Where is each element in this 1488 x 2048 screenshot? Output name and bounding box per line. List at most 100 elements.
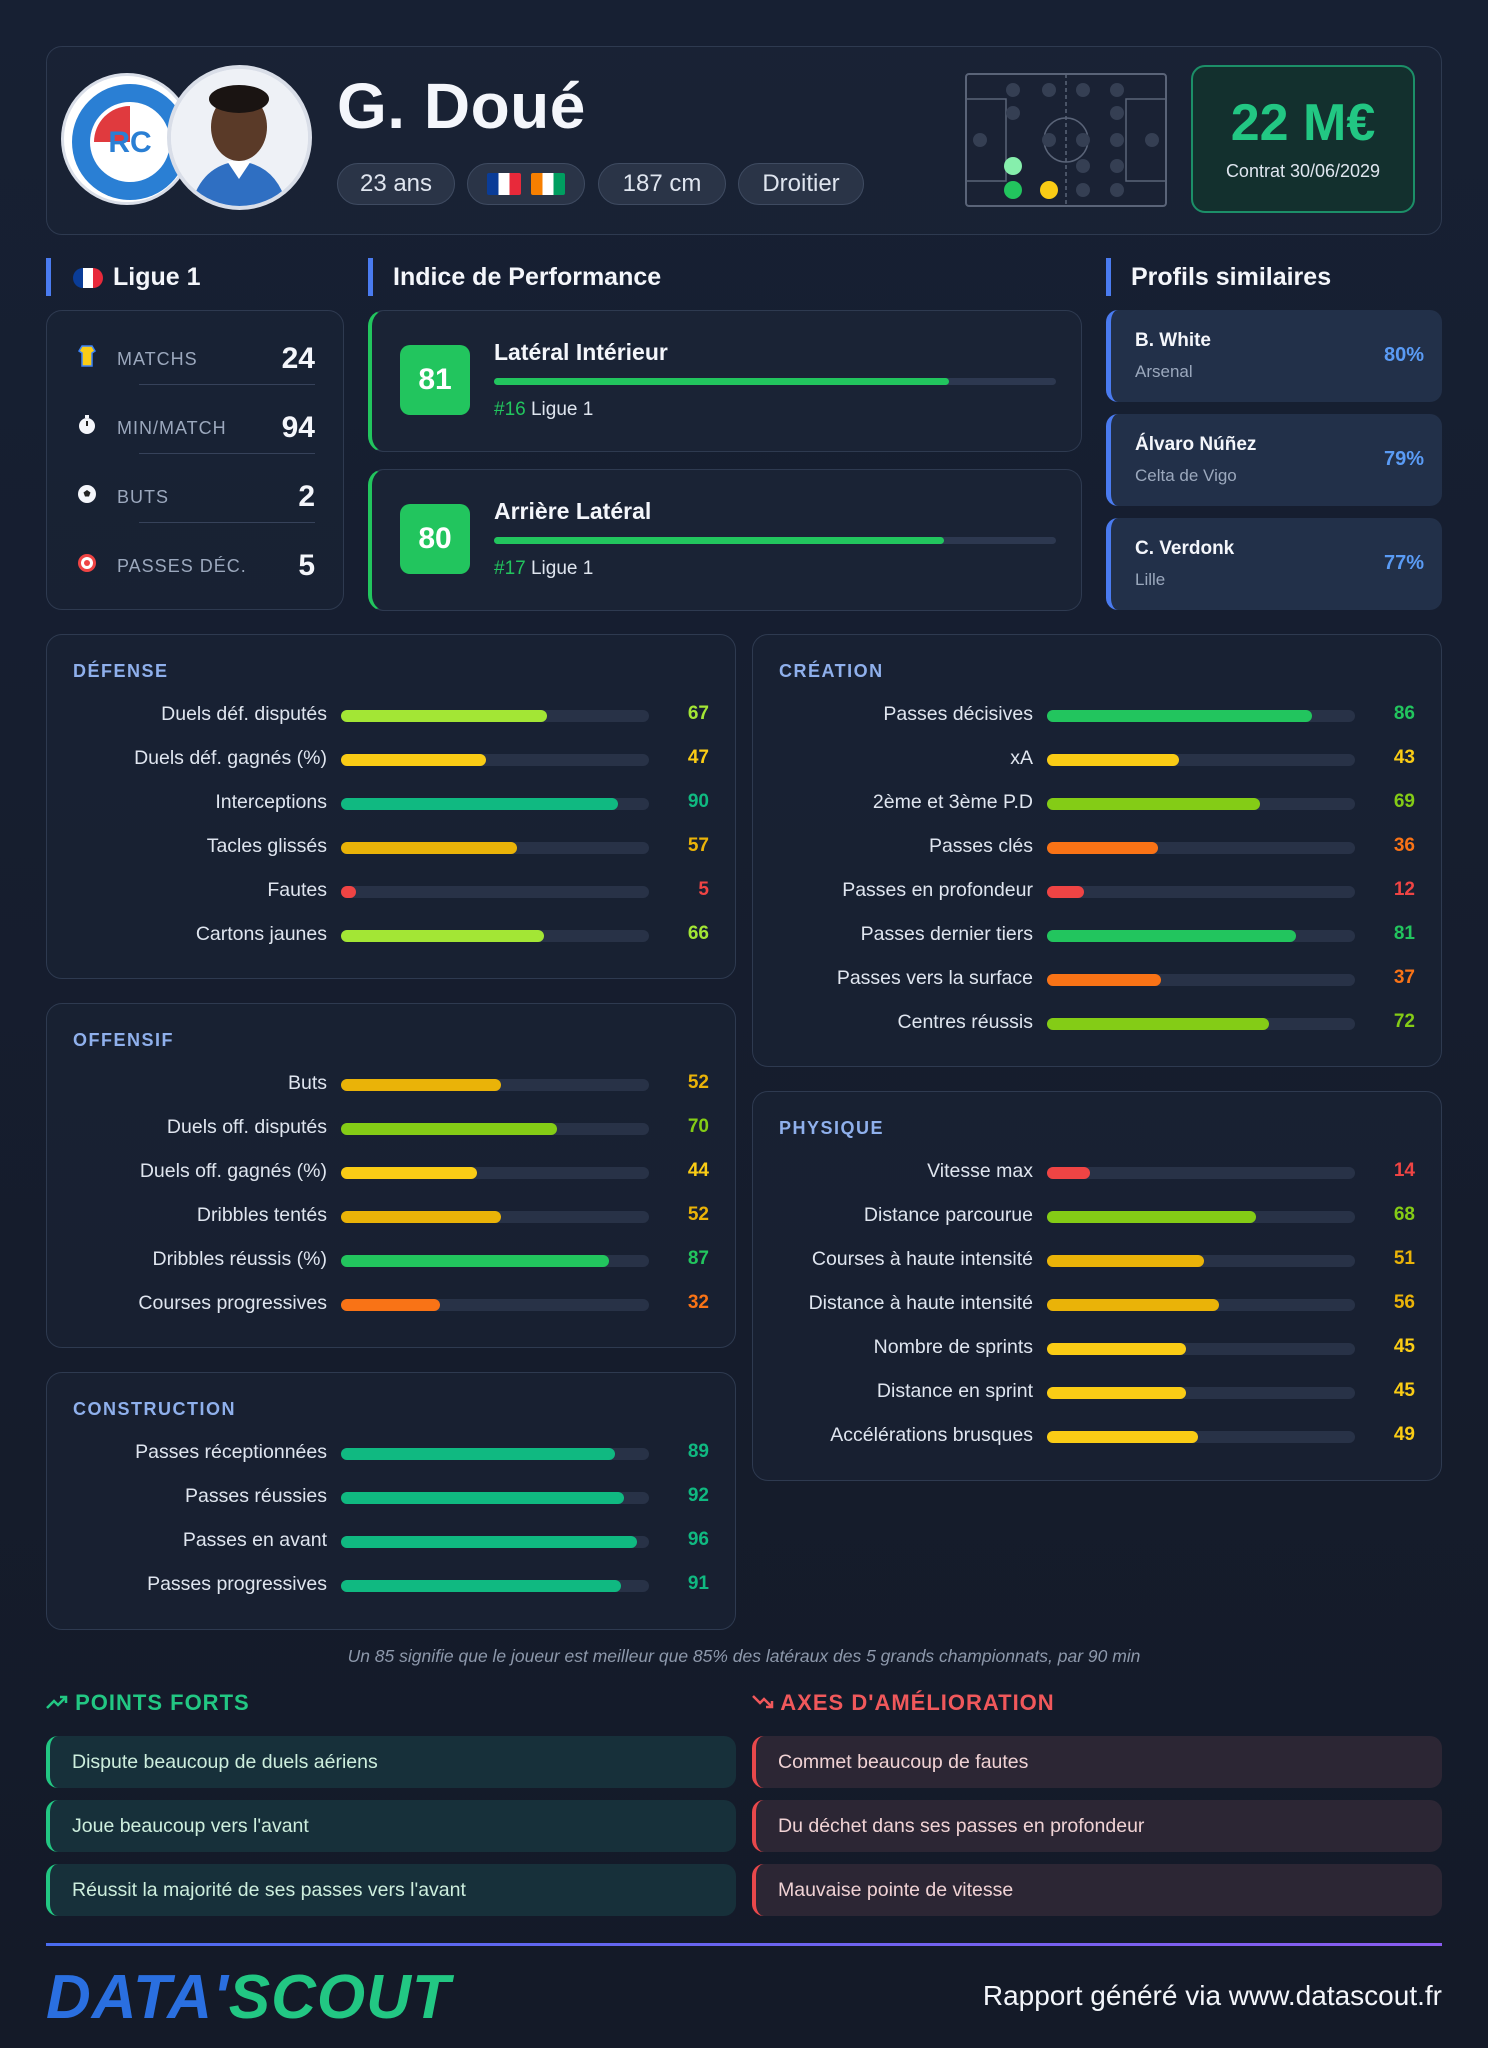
metric-label: Passes réussies: [185, 1485, 327, 1507]
metric-bar-fill: [1047, 798, 1260, 810]
metric-row: Passes décisives 86: [753, 700, 1441, 730]
divider: [139, 453, 315, 454]
metric-row: Passes vers la surface 37: [753, 964, 1441, 994]
metric-bar-track: [1047, 1018, 1355, 1030]
metric-bar-track: [341, 1255, 649, 1267]
metric-value: 69: [1393, 791, 1415, 812]
similar-player-card[interactable]: B. White Arsenal 80%: [1106, 310, 1442, 402]
creation-panel: CRÉATION Passes décisives 86 xA 43 2ème et 3…: [752, 634, 1442, 1067]
metric-row: Accélérations brusques 49: [753, 1421, 1441, 1451]
contract-end: Contrat 30/06/2029: [1225, 161, 1381, 181]
performance-bar: [494, 378, 1056, 385]
weakness-item: Mauvaise pointe de vitesse: [752, 1864, 1442, 1916]
metric-bar-track: [1047, 1387, 1355, 1399]
defense-panel: DÉFENSE Duels déf. disputés 67 Duels déf. …: [46, 634, 736, 979]
metric-row: Passes dernier tiers 81: [753, 920, 1441, 950]
performance-score: 80: [400, 504, 470, 574]
metric-label: Centres réussis: [897, 1011, 1033, 1033]
datascout-logo: DATA'SCOUT: [46, 1963, 451, 2032]
metric-row: Interceptions 90: [47, 788, 735, 818]
metric-bar-track: [341, 930, 649, 942]
metric-label: Buts: [287, 1072, 327, 1094]
similar-player-club: Celta de Vigo: [1135, 466, 1237, 485]
shirt-icon: [75, 345, 99, 373]
metric-label: Cartons jaunes: [195, 923, 327, 945]
metric-label: xA: [1010, 747, 1033, 769]
performance-bar-fill: [494, 537, 944, 544]
metric-label: Interceptions: [215, 791, 327, 813]
metric-bar-track: [1047, 1343, 1355, 1355]
ball-icon: [75, 484, 99, 510]
metric-value: 56: [1393, 1292, 1415, 1313]
metric-label: Distance parcourue: [863, 1204, 1033, 1226]
metric-label: Dribbles tentés: [196, 1204, 327, 1226]
report-credit[interactable]: Rapport généré via www.datascout.fr: [982, 1980, 1442, 2011]
metric-bar-fill: [341, 1536, 637, 1548]
metric-value: 91: [687, 1573, 709, 1594]
height-pill: 187 cm: [598, 163, 726, 205]
similar-player-card[interactable]: Álvaro Núñez Celta de Vigo 79%: [1106, 414, 1442, 506]
panel-title: CONSTRUCTION: [73, 1399, 236, 1419]
position-pitch-diagram: [965, 73, 1167, 207]
similarity-percent: 80%: [1383, 344, 1424, 366]
metric-bar-fill: [341, 1492, 625, 1504]
metric-value: 67: [687, 703, 709, 724]
metric-value: 37: [1393, 967, 1415, 988]
metric-bar-fill: [341, 710, 548, 722]
metric-bar-fill: [341, 886, 357, 898]
player-header: RC G. Doué 23 ans 187 cm Droitier: [46, 46, 1442, 235]
foot-pill: Droitier: [738, 163, 864, 205]
metric-bar-fill: [1047, 886, 1084, 898]
metric-value: 36: [1393, 835, 1415, 856]
metric-bar-fill: [341, 754, 486, 766]
metric-value: 90: [687, 791, 709, 812]
footer-divider: [46, 1943, 1442, 1946]
performance-card: 80 Arrière Latéral #17 Ligue 1: [368, 469, 1082, 611]
ivory-coast-flag-icon: [531, 173, 565, 195]
market-value: 22 M€: [1230, 94, 1376, 152]
strengths-title: POINTS FORTS: [46, 1690, 250, 1716]
metric-bar-fill: [341, 1123, 557, 1135]
market-value-box: 22 M€ Contrat 30/06/2029: [1191, 65, 1415, 213]
panel-title: PHYSIQUE: [779, 1118, 885, 1138]
metric-label: Passes réceptionnées: [135, 1441, 327, 1463]
metric-value: 52: [687, 1072, 709, 1093]
metric-label: Nombre de sprints: [873, 1336, 1033, 1358]
metric-bar-track: [1047, 754, 1355, 766]
metric-label: Dribbles réussis (%): [152, 1248, 327, 1270]
metric-label: Passes progressives: [147, 1573, 327, 1595]
metric-value: 70: [687, 1116, 709, 1137]
metric-bar-track: [1047, 842, 1355, 854]
similar-player-card[interactable]: C. Verdonk Lille 77%: [1106, 518, 1442, 610]
metric-bar-fill: [1047, 1299, 1220, 1311]
stat-row-goals: BUTS 2: [75, 471, 315, 523]
league-name: Ligue 1: [113, 263, 201, 291]
metric-row: Fautes 5: [47, 876, 735, 906]
metric-bar-fill: [1047, 974, 1161, 986]
role-name: Arrière Latéral: [494, 498, 652, 524]
metric-row: Passes réussies 92: [47, 1482, 735, 1512]
metric-bar-fill: [1047, 1431, 1198, 1443]
strength-item: Joue beaucoup vers l'avant: [46, 1800, 736, 1852]
similar-player-name: C. Verdonk: [1135, 538, 1235, 559]
metric-bar-track: [1047, 1431, 1355, 1443]
metric-row: Courses progressives 32: [47, 1289, 735, 1319]
metric-bar-fill: [1047, 710, 1312, 722]
metric-bar-track: [1047, 1167, 1355, 1179]
footnote: Un 85 signifie que le joueur est meilleu…: [347, 1646, 1141, 1666]
metric-value: 44: [687, 1160, 709, 1181]
metric-value: 12: [1393, 879, 1415, 900]
metric-value: 92: [687, 1485, 709, 1506]
metric-label: Distance en sprint: [876, 1380, 1033, 1402]
metric-label: Passes clés: [928, 835, 1033, 857]
target-icon: [75, 553, 99, 579]
metric-bar-fill: [341, 842, 517, 854]
league-title: Ligue 1: [46, 258, 201, 296]
metric-bar-fill: [341, 1580, 622, 1592]
similar-player-club: Lille: [1135, 570, 1166, 589]
metric-row: Tacles glissés 57: [47, 832, 735, 862]
metric-value: 49: [1393, 1424, 1415, 1445]
metric-row: Duels déf. disputés 67: [47, 700, 735, 730]
metric-value: 47: [687, 747, 709, 768]
weakness-item: Du déchet dans ses passes en profondeur: [752, 1800, 1442, 1852]
